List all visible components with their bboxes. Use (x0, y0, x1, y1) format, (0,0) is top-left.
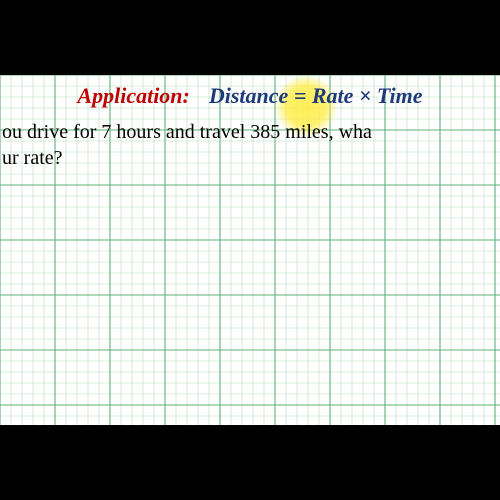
question-text: ou drive for 7 hours and travel 385 mile… (0, 119, 500, 171)
title-bar: Application: Distance = Rate × Time (0, 83, 500, 109)
question-line-1: ou drive for 7 hours and travel 385 mile… (2, 119, 500, 145)
content-area: Application: Distance = Rate × Time ou d… (0, 75, 500, 425)
question-line-2: ur rate? (2, 145, 500, 171)
application-label: Application: (77, 83, 189, 108)
title-spacer (194, 83, 205, 108)
formula-text: Distance = Rate × Time (209, 83, 423, 108)
